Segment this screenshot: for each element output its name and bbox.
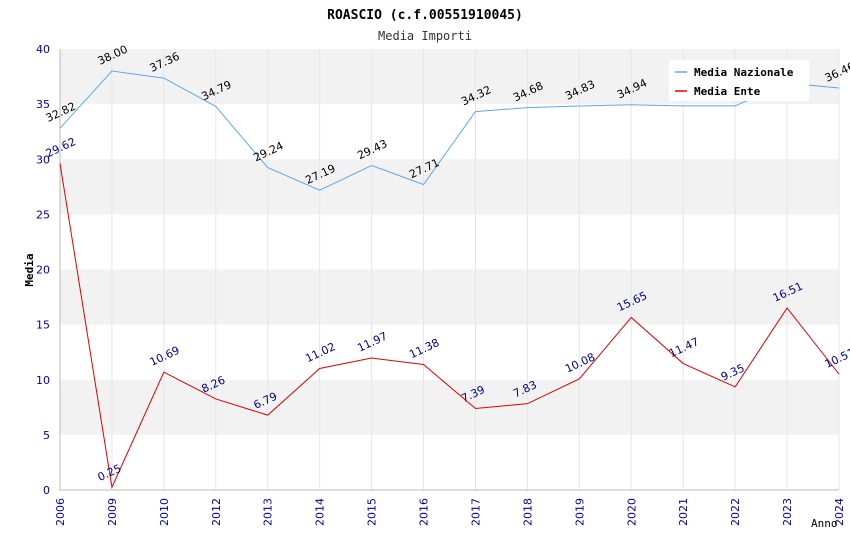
legend-label-media-nazionale: Media Nazionale: [694, 66, 794, 79]
chart-title: ROASCIO (c.f.00551910045): [327, 8, 523, 23]
x-axis-label: Anno: [811, 517, 838, 530]
data-label-media-ente-2010: 10.69: [148, 344, 182, 369]
y-tick-label-15: 15: [36, 319, 50, 332]
x-tick-label-2015: 2015: [366, 498, 379, 526]
data-label-media-ente-2016: 11.38: [407, 336, 441, 361]
x-tick-label-2009: 2009: [106, 498, 119, 526]
x-tick-label-2006: 2006: [54, 498, 67, 526]
y-tick-labels: 0 5 10 15 20 25 30 35 40: [36, 43, 50, 497]
legend-box: [669, 60, 809, 101]
x-tick-label-2019: 2019: [573, 498, 586, 526]
grid-band-15: [60, 269, 839, 325]
data-label-media-ente-2014: 11.02: [303, 340, 337, 365]
data-label-media-ente-2006: 29.62: [44, 135, 78, 160]
series-line-media-ente: [59, 163, 840, 489]
axes: [59, 49, 839, 491]
y-tick-label-20: 20: [36, 264, 50, 277]
x-tick-label-2012: 2012: [210, 498, 223, 526]
x-tick-label-2018: 2018: [521, 498, 534, 526]
x-tick-label-2014: 2014: [314, 498, 327, 526]
chart-subtitle: Media Importi: [378, 29, 472, 43]
series-line-media-nazionale: [59, 70, 840, 191]
x-tick-label-2017: 2017: [469, 498, 482, 526]
y-tick-label-35: 35: [36, 98, 50, 111]
series-lines: [59, 70, 840, 489]
grid-band-5: [60, 379, 839, 435]
y-tick-label-40: 40: [36, 43, 50, 56]
x-tick-label-2020: 2020: [625, 498, 638, 526]
data-label-media-ente-2015: 11.97: [355, 330, 389, 355]
y-axis-label: Media: [23, 253, 36, 286]
y-tick-label-10: 10: [36, 374, 50, 387]
grid-band-25: [60, 159, 839, 215]
x-tick-label-2022: 2022: [729, 498, 742, 526]
data-label-media-ente-2024: 10.51: [823, 346, 850, 371]
grid-bands: [60, 49, 839, 435]
x-tick-label-2023: 2023: [781, 498, 794, 526]
x-tick-label-2021: 2021: [677, 498, 690, 526]
data-label-media-ente-2009: 0.25: [96, 462, 124, 484]
x-tick-labels: 2006 2009 2010 2012 2013 2014 2015 2016 2017 2018…: [54, 498, 846, 526]
x-tick-label-2016: 2016: [418, 498, 431, 526]
legend-label-media-ente: Media Ente: [694, 85, 761, 98]
y-tick-label-0: 0: [43, 484, 50, 497]
y-tick-label-30: 30: [36, 153, 50, 166]
legend: Media Nazionale Media Ente: [669, 60, 809, 101]
data-label-media-nazionale-2015: 29.43: [355, 137, 389, 162]
x-tick-label-2010: 2010: [158, 498, 171, 526]
x-tick-label-2024: 2024: [833, 498, 846, 526]
y-tick-label-25: 25: [36, 208, 50, 221]
data-label-media-ente-2019: 10.08: [563, 350, 597, 375]
x-tick-label-2013: 2013: [262, 498, 275, 526]
data-label-media-ente-2021: 11.47: [667, 335, 701, 360]
y-tick-label-5: 5: [43, 429, 50, 442]
